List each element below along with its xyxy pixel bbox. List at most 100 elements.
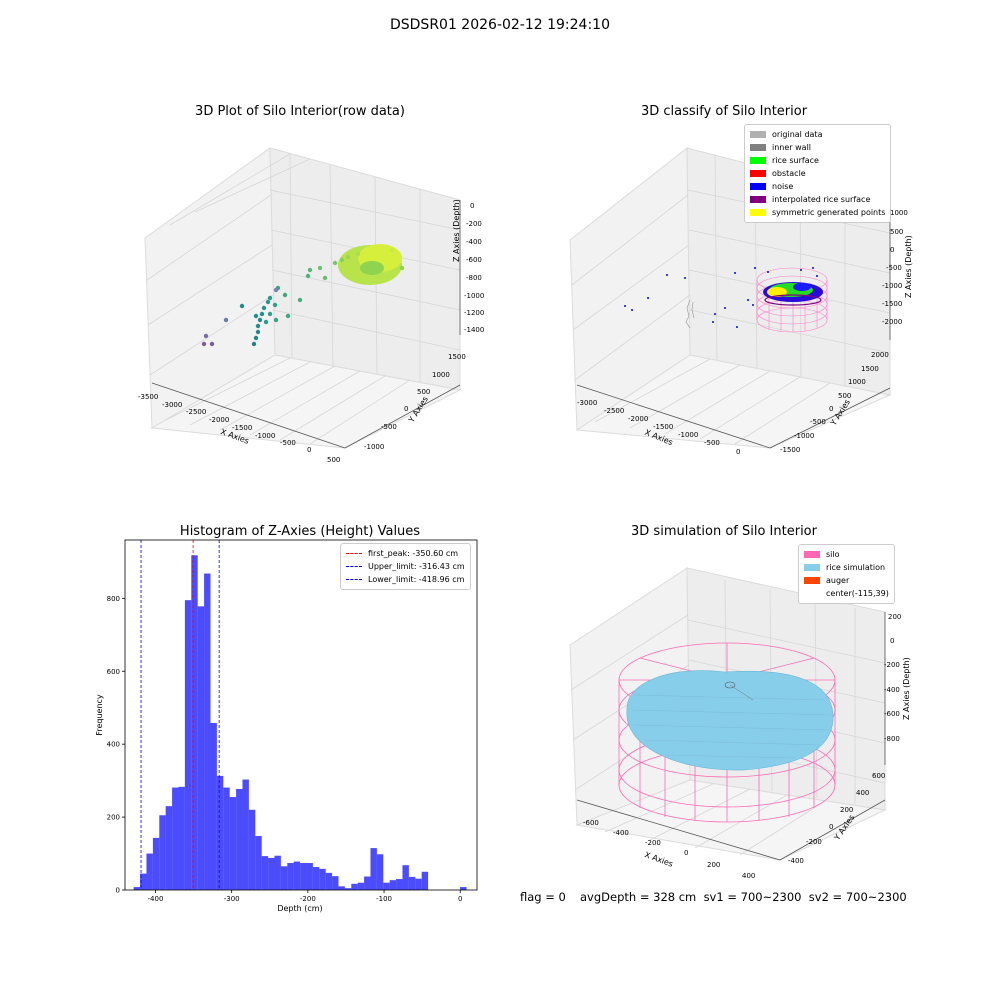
simulation-xtick: -200 bbox=[645, 839, 661, 847]
stats-text: avgDepth = 328 cm sv1 = 700~2300 sv2 = 7… bbox=[580, 890, 907, 904]
classify-ytick: 1500 bbox=[861, 365, 879, 373]
classify-plot-title: 3D classify of Silo Interior bbox=[640, 104, 808, 119]
raw-ytick: -500 bbox=[381, 423, 397, 431]
legend-swatch bbox=[750, 131, 766, 138]
legend-label: Lower_limit: -418.96 cm bbox=[368, 575, 465, 584]
classify-xtick: -1000 bbox=[678, 431, 699, 439]
legend-swatch bbox=[750, 196, 766, 203]
legend-label: Upper_limit: -316.43 cm bbox=[368, 562, 465, 571]
histogram-bar bbox=[236, 789, 243, 890]
histogram-bar bbox=[376, 854, 384, 890]
histogram-bar bbox=[287, 863, 294, 890]
raw-ztick: -1000 bbox=[464, 292, 485, 300]
histogram-xtick: -200 bbox=[300, 895, 316, 903]
raw-plot-title: 3D Plot of Silo Interior(row data) bbox=[195, 104, 405, 119]
legend-item-rice-surface: rice surface bbox=[750, 154, 885, 167]
legend-item-obstacle: obstacle bbox=[750, 167, 885, 180]
histogram-bar bbox=[216, 775, 224, 890]
histogram-bar bbox=[351, 883, 358, 890]
histogram-bar bbox=[325, 872, 333, 890]
legend-item-silo: silo bbox=[804, 548, 889, 561]
simulation-ytick: 0 bbox=[829, 823, 834, 831]
histogram-bar bbox=[172, 787, 179, 890]
legend-item-symmetric: symmetric generated points bbox=[750, 206, 885, 219]
legend-label: silo bbox=[826, 550, 840, 559]
legend-label: obstacle bbox=[772, 169, 806, 178]
classify-ztick: -2000 bbox=[882, 318, 903, 326]
histogram-bar bbox=[293, 861, 301, 890]
simulation-legend: silo rice simulation auger center(-115,3… bbox=[798, 544, 895, 604]
histogram-bar bbox=[421, 871, 429, 890]
raw-ytick: -1000 bbox=[364, 443, 385, 451]
simulation-ztick: -600 bbox=[884, 710, 900, 718]
classify-xtick: -500 bbox=[704, 439, 720, 447]
classify-legend: original data inner wall rice surface ob… bbox=[744, 124, 892, 223]
simulation-xtick: 0 bbox=[684, 849, 689, 857]
histogram-bar bbox=[274, 855, 281, 890]
classify-ztick: 1000 bbox=[890, 209, 908, 217]
histogram-bar bbox=[242, 779, 249, 890]
classify-ztick: -500 bbox=[886, 264, 902, 272]
histogram-xtick: -300 bbox=[224, 895, 240, 903]
raw-xtick: -2000 bbox=[209, 416, 230, 424]
classify-ytick: -500 bbox=[810, 418, 826, 426]
histogram-ylabel: Frequency bbox=[95, 694, 104, 736]
histogram-xtick: 0 bbox=[458, 895, 462, 903]
flag-text: flag = 0 bbox=[520, 890, 566, 904]
histogram-bar bbox=[159, 815, 166, 890]
histogram-bar bbox=[146, 853, 153, 890]
histogram-bar bbox=[300, 863, 307, 890]
raw-3d-axes bbox=[144, 147, 462, 449]
histogram-bar bbox=[357, 882, 365, 890]
raw-ytick: 1000 bbox=[432, 371, 450, 379]
classify-zlabel: Z Axies (Depth) bbox=[904, 235, 913, 298]
legend-item-center: center(-115,39) bbox=[804, 587, 889, 600]
simulation-zlabel: Z Axies (Depth) bbox=[902, 657, 911, 720]
histogram-bar bbox=[312, 867, 320, 890]
legend-swatch bbox=[346, 579, 362, 580]
histogram-ytick: 200 bbox=[107, 814, 120, 822]
classify-ztick: -1500 bbox=[882, 300, 903, 308]
simulation-ytick: 200 bbox=[840, 806, 854, 814]
legend-swatch bbox=[804, 577, 820, 584]
classify-ytick: 0 bbox=[829, 405, 834, 413]
histogram-ytick: 600 bbox=[107, 668, 120, 676]
legend-swatch bbox=[804, 564, 820, 571]
raw-xtick: -3500 bbox=[138, 393, 159, 401]
raw-xtick: 0 bbox=[307, 446, 312, 454]
raw-ztick: -200 bbox=[466, 220, 482, 228]
histogram-bar bbox=[178, 786, 185, 890]
raw-ztick: -800 bbox=[466, 274, 482, 282]
simulation-3d-axes bbox=[569, 567, 887, 861]
histogram-bar bbox=[223, 787, 230, 890]
histogram-bar bbox=[338, 886, 345, 890]
simulation-ztick: -200 bbox=[884, 661, 900, 669]
classify-xtick: -3000 bbox=[577, 399, 598, 407]
simulation-ztick: -800 bbox=[884, 735, 900, 743]
classify-ztick: -1000 bbox=[882, 282, 903, 290]
simulation-xtick: 400 bbox=[742, 872, 756, 880]
histogram-bar bbox=[280, 866, 288, 890]
simulation-ytick: 400 bbox=[856, 789, 870, 797]
histogram-bar bbox=[389, 880, 397, 890]
histogram-ytick: 800 bbox=[107, 595, 120, 603]
histogram-bar bbox=[184, 600, 192, 890]
legend-label: center(-115,39) bbox=[826, 589, 889, 598]
histogram-bar bbox=[204, 573, 211, 890]
legend-swatch bbox=[750, 170, 766, 177]
legend-label: rice surface bbox=[772, 156, 819, 165]
histogram-bar bbox=[415, 878, 422, 890]
histogram-bar bbox=[255, 836, 262, 890]
raw-ztick: -1200 bbox=[464, 309, 485, 317]
histogram-bar bbox=[210, 723, 217, 890]
simulation-ytick: -200 bbox=[806, 838, 822, 846]
histogram-bar bbox=[248, 809, 256, 890]
classify-ztick: 0 bbox=[890, 246, 895, 254]
raw-ytick: 500 bbox=[417, 388, 431, 396]
raw-xtick: -1000 bbox=[255, 432, 276, 440]
histogram-bar bbox=[261, 856, 269, 890]
legend-item-inner-wall: inner wall bbox=[750, 141, 885, 154]
legend-label: auger bbox=[826, 576, 850, 585]
histogram-bar bbox=[332, 876, 339, 890]
histogram-bar bbox=[370, 848, 377, 890]
